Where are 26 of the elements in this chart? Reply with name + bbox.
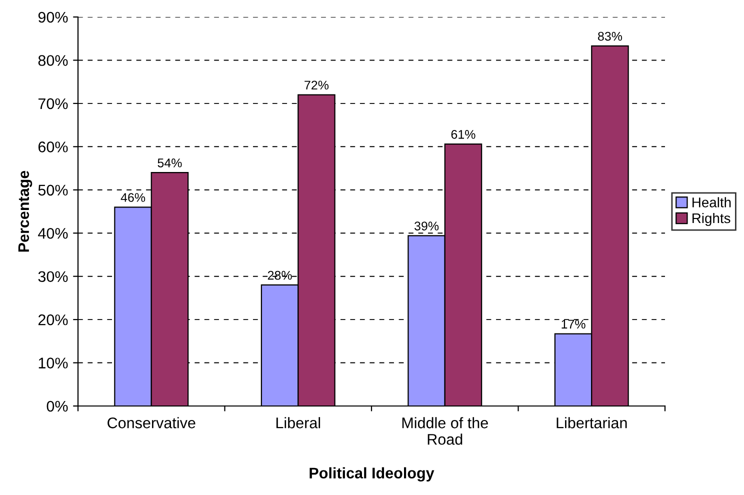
y-tick-label: 40% bbox=[38, 228, 68, 239]
legend-label: Rights bbox=[692, 212, 730, 226]
data-label: 17% bbox=[562, 320, 586, 329]
x-tick-label: Libertarian bbox=[556, 417, 627, 428]
y-tick-label: 50% bbox=[38, 184, 68, 196]
x-tick-label: Liberal bbox=[276, 417, 320, 428]
x-tick-label: Middle of the Road bbox=[402, 417, 488, 445]
y-axis-title: Percentage bbox=[18, 170, 32, 252]
y-tick-label: 60% bbox=[38, 142, 68, 152]
y-tick-label: 30% bbox=[38, 271, 68, 282]
data-label: 72% bbox=[304, 80, 329, 90]
data-label: 39% bbox=[414, 222, 439, 230]
data-label: 54% bbox=[158, 158, 182, 168]
x-tick-label: Conservative bbox=[108, 417, 196, 428]
data-label: 83% bbox=[598, 32, 622, 41]
y-tick-label: 0% bbox=[46, 400, 68, 412]
x-axis-title: Political Ideology bbox=[310, 467, 434, 482]
data-label: 28% bbox=[268, 270, 292, 280]
y-tick-label: 20% bbox=[38, 314, 68, 326]
y-tick-label: 90% bbox=[38, 12, 68, 23]
legend-label: Health bbox=[692, 197, 731, 208]
y-tick-label: 70% bbox=[38, 98, 68, 110]
data-label: 46% bbox=[120, 193, 146, 202]
y-tick-label: 10% bbox=[38, 358, 68, 368]
data-label: 61% bbox=[451, 130, 476, 139]
y-tick-label: 80% bbox=[38, 55, 68, 66]
